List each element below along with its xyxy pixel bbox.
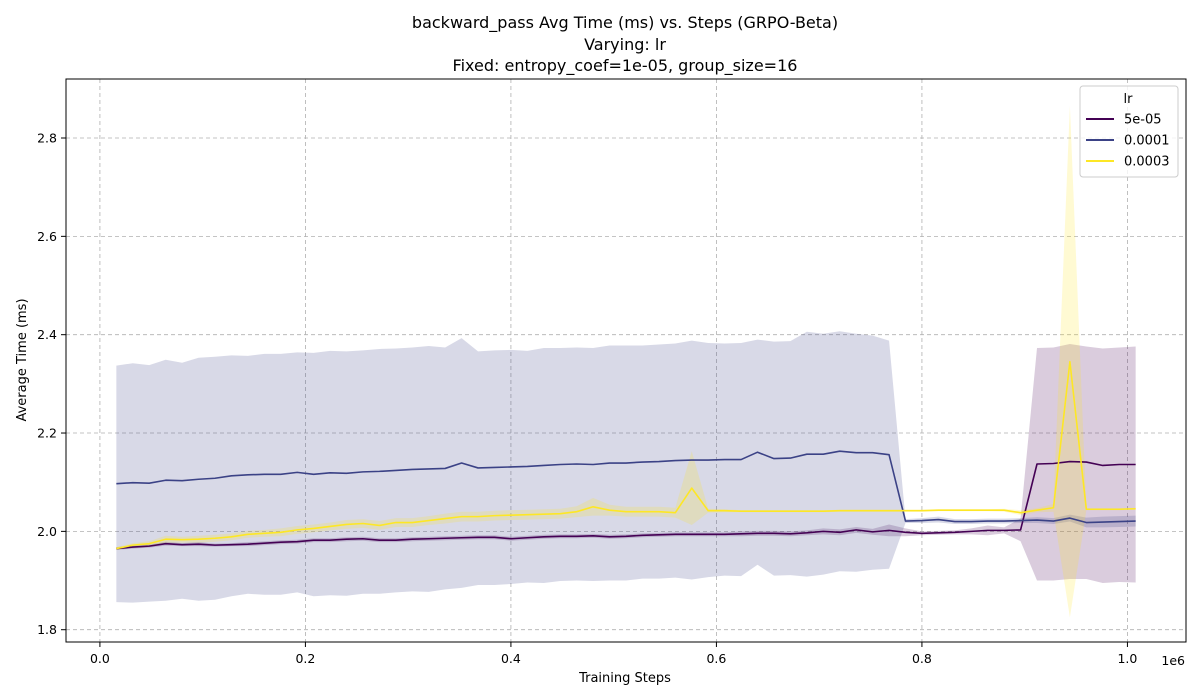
y-axis-label: Average Time (ms) [15,298,30,421]
chart-title-line-1: backward_pass Avg Time (ms) vs. Steps (G… [412,13,838,33]
y-tick-label: 1.8 [37,622,57,637]
confidence-bands [116,106,1136,618]
series-line-0 [116,460,1136,550]
chart-title-line-3: Fixed: entropy_coef=1e-05, group_size=16 [453,56,798,76]
x-tick-label: 0.8 [912,651,932,666]
legend-entry-0: 5e-05 [1124,113,1162,128]
x-tick-label: 0.2 [295,651,315,666]
y-tick-label: 2.0 [37,524,57,539]
series-band-0 [116,344,1136,583]
chart-title: backward_pass Avg Time (ms) vs. Steps (G… [412,13,838,76]
y-tick-label: 2.8 [37,131,57,146]
x-tick-label: 0.0 [90,651,110,666]
y-tick-label: 2.2 [37,426,57,441]
legend-title: lr [1124,92,1134,107]
legend-entry-2: 0.0003 [1124,155,1170,170]
series-band-2 [116,106,1136,618]
legend-box [1079,85,1179,178]
x-tick-label: 0.6 [706,651,726,666]
x-tick-label: 0.4 [501,651,521,666]
series-line-1 [116,450,1136,524]
plot-frame [65,78,1187,643]
x-axis-offset-text: 1e6 [1161,653,1185,668]
legend-entry-1: 0.0001 [1124,134,1170,149]
legend: lr 5e-05 0.0001 0.0003 [1079,85,1179,178]
y-axis-ticks: 1.8 2.0 2.2 2.4 2.6 2.8 [37,131,66,637]
y-tick-label: 2.4 [37,327,57,342]
x-tick-label: 1.0 [1117,651,1137,666]
x-axis-ticks: 0.0 0.2 0.4 0.6 0.8 1.0 [90,642,1137,666]
series-line-2 [116,360,1136,550]
series-lines [116,360,1136,550]
y-tick-label: 2.6 [37,229,57,244]
chart-title-line-2: Varying: lr [584,35,666,54]
series-band-1 [116,331,1136,603]
x-axis-label: Training Steps [578,671,671,686]
